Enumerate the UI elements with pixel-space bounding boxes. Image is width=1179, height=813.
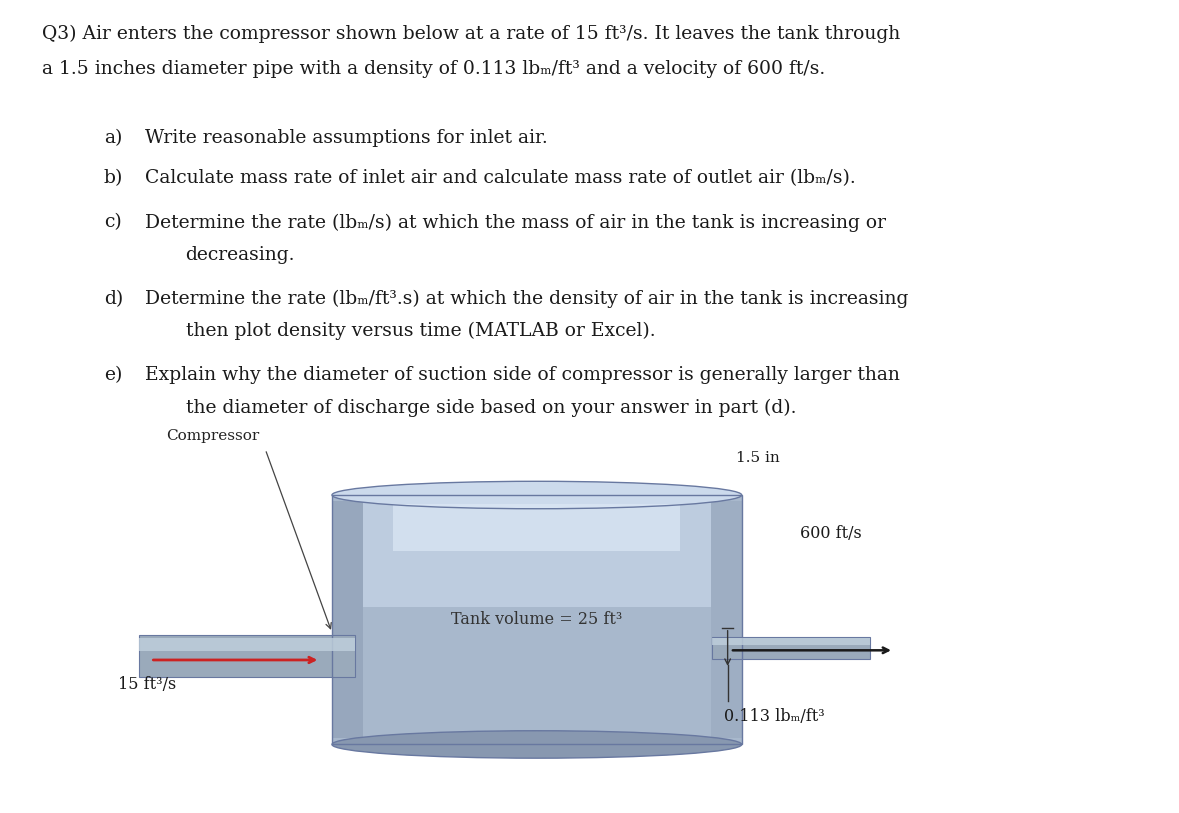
Text: decreasing.: decreasing.	[185, 246, 295, 263]
Text: d): d)	[104, 289, 123, 308]
Bar	[139, 635, 355, 677]
Text: 15 ft³/s: 15 ft³/s	[118, 676, 176, 693]
Text: e): e)	[104, 367, 123, 385]
Bar	[711, 502, 742, 738]
Text: Determine the rate (lbₘ/ft³.s) at which the density of air in the tank is increa: Determine the rate (lbₘ/ft³.s) at which …	[145, 289, 908, 308]
Bar	[332, 495, 742, 745]
Text: a 1.5 inches diameter pipe with a density of 0.113 lbₘ/ft³ and a velocity of 600: a 1.5 inches diameter pipe with a densit…	[41, 60, 825, 79]
Text: then plot density versus time (MATLAB or Excel).: then plot density versus time (MATLAB or…	[185, 322, 656, 341]
Text: b): b)	[104, 169, 123, 187]
Text: 0.113 lbₘ/ft³: 0.113 lbₘ/ft³	[724, 708, 825, 725]
Text: Q3) Air enters the compressor shown below at a rate of 15 ft³/s. It leaves the t: Q3) Air enters the compressor shown belo…	[41, 24, 900, 42]
Text: Write reasonable assumptions for inlet air.: Write reasonable assumptions for inlet a…	[145, 129, 547, 147]
Bar	[712, 637, 870, 659]
Bar	[712, 638, 870, 646]
Text: Compressor: Compressor	[166, 428, 259, 443]
Text: Tank volume = 25 ft³: Tank volume = 25 ft³	[452, 611, 623, 628]
Ellipse shape	[332, 731, 742, 759]
Text: c): c)	[104, 213, 121, 232]
Text: Calculate mass rate of inlet air and calculate mass rate of outlet air (lbₘ/s).: Calculate mass rate of inlet air and cal…	[145, 169, 856, 187]
Text: Determine the rate (lbₘ/s) at which the mass of air in the tank is increasing or: Determine the rate (lbₘ/s) at which the …	[145, 213, 885, 232]
Bar	[363, 498, 711, 607]
Bar	[139, 637, 355, 651]
Bar	[332, 495, 742, 745]
Bar	[332, 502, 363, 738]
Text: a): a)	[104, 129, 123, 147]
Bar	[394, 504, 680, 551]
Text: Explain why the diameter of suction side of compressor is generally larger than: Explain why the diameter of suction side…	[145, 367, 900, 385]
Text: 1.5 in: 1.5 in	[736, 451, 779, 465]
Ellipse shape	[332, 481, 742, 509]
Text: the diameter of discharge side based on your answer in part (d).: the diameter of discharge side based on …	[185, 398, 796, 417]
Text: 600 ft/s: 600 ft/s	[801, 525, 862, 542]
